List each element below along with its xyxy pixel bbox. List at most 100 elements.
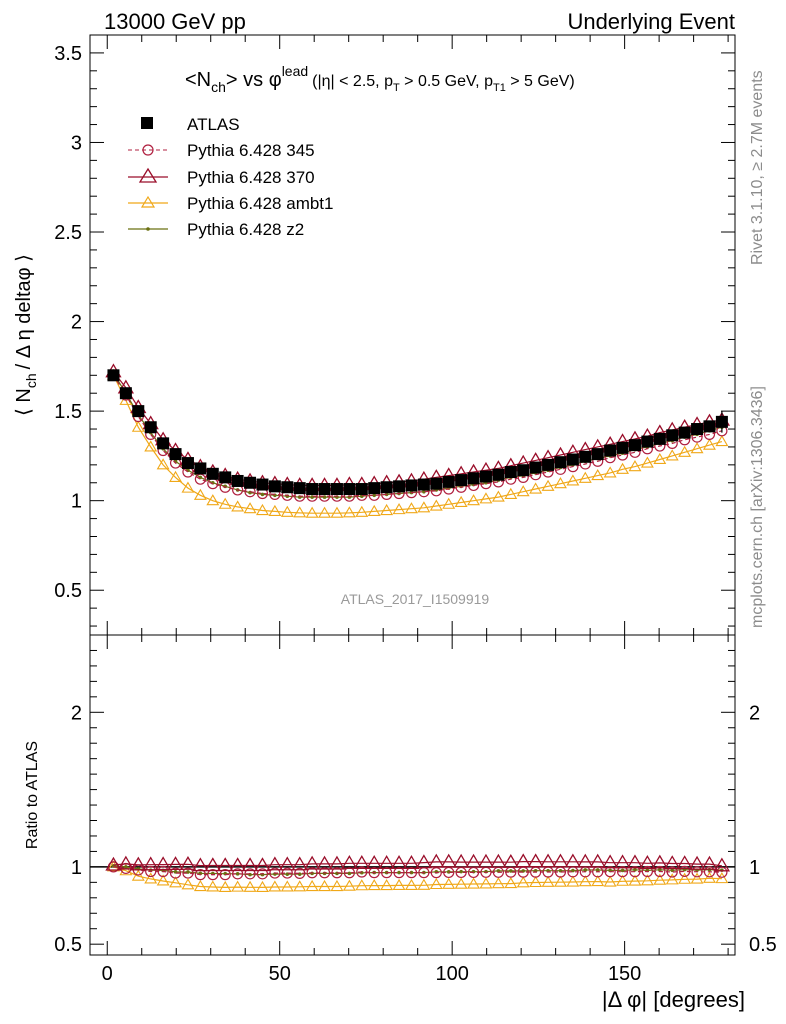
data-point-pythia-6-428-ambt1 bbox=[467, 494, 481, 506]
y-tick-label-main: 3 bbox=[71, 132, 82, 154]
data-point-pythia-6-428-ambt1 bbox=[628, 460, 642, 472]
y-tick-label-ratio-right: 2 bbox=[749, 702, 760, 724]
data-point-pythia-6-428-ambt1 bbox=[355, 505, 369, 517]
ratio-plot-area bbox=[90, 853, 735, 892]
ratio-point-pythia-6-428-370 bbox=[192, 857, 209, 872]
ratio-point-pythia-6-428-ambt1 bbox=[603, 875, 617, 887]
ratio-point-pythia-6-428-z2 bbox=[347, 871, 352, 876]
series-line-pythia-6-428-ambt1 bbox=[112, 375, 723, 514]
ratio-point-pythia-6-428-345 bbox=[331, 867, 343, 879]
legend-ambt1-label: Pythia 6.428 ambt1 bbox=[187, 194, 333, 213]
plot-title: <Nch> vs φlead(|η| < 2.5, pT > 0.5 GeV, … bbox=[185, 63, 575, 95]
data-point-pythia-6-428-ambt1 bbox=[256, 503, 269, 516]
ratio-point-pythia-6-428-370 bbox=[241, 857, 259, 872]
ratio-point-pythia-6-428-ambt1 bbox=[342, 879, 356, 891]
ratio-point-pythia-6-428-ambt1 bbox=[280, 880, 294, 892]
ratio-point-pythia-6-428-370 bbox=[688, 855, 706, 870]
ratio-point-pythia-6-428-345 bbox=[679, 865, 691, 877]
axes-group: 0.5 1 1.5 2 2.5 3 3.5 0.5 0.5 1 1 2 2 0 50 100 150 bbox=[54, 34, 777, 985]
ratio-point-pythia-6-428-370 bbox=[204, 857, 221, 872]
data-point-pythia-6-428-ambt1 bbox=[417, 501, 431, 513]
ratio-point-pythia-6-428-ambt1 bbox=[417, 878, 431, 890]
y-tick-label-main: 2 bbox=[71, 312, 82, 334]
ratio-point-pythia-6-428-370 bbox=[105, 856, 122, 871]
ratio-point-pythia-6-428-z2 bbox=[571, 868, 575, 873]
ratio-line-pythia-6-428-345 bbox=[113, 866, 722, 876]
data-point-atlas bbox=[194, 462, 207, 475]
ratio-point-pythia-6-428-z2 bbox=[509, 869, 513, 873]
x-axis-label: |Δ φ| [degrees] bbox=[602, 987, 745, 1012]
ratio-point-pythia-6-428-ambt1 bbox=[367, 878, 381, 891]
ratio-line-pythia-6-428-370 bbox=[113, 861, 722, 867]
data-point-pythia-6-428-ambt1 bbox=[144, 440, 158, 452]
data-point-pythia-6-428-ambt1 bbox=[342, 506, 356, 518]
legend-ambt1-marker bbox=[140, 195, 156, 208]
legend-345-label: Pythia 6.428 345 bbox=[187, 141, 315, 160]
ratio-point-pythia-6-428-ambt1 bbox=[318, 879, 331, 892]
data-point-atlas bbox=[368, 482, 381, 495]
ratio-point-pythia-6-428-370 bbox=[589, 853, 606, 868]
ratio-point-pythia-6-428-ambt1 bbox=[256, 880, 269, 892]
data-point-pythia-6-428-ambt1 bbox=[504, 487, 518, 499]
data-point-atlas bbox=[343, 483, 356, 496]
ratio-point-pythia-6-428-z2 bbox=[459, 869, 463, 874]
data-point-pythia-6-428-ambt1 bbox=[131, 420, 145, 432]
y-axis-label: ⟨ Nch / Δ η deltaφ ⟩ bbox=[13, 254, 39, 416]
ratio-point-pythia-6-428-ambt1 bbox=[467, 877, 481, 889]
title-main: <N bbox=[185, 69, 211, 91]
data-point-atlas bbox=[678, 426, 691, 439]
ratio-point-pythia-6-428-ambt1 bbox=[380, 878, 394, 891]
data-point-pythia-6-428-ambt1 bbox=[541, 479, 555, 491]
data-point-atlas bbox=[467, 472, 480, 485]
ratio-point-pythia-6-428-ambt1 bbox=[578, 875, 592, 887]
ratio-point-pythia-6-428-ambt1 bbox=[715, 872, 729, 884]
data-point-pythia-6-428-ambt1 bbox=[181, 481, 195, 493]
data-point-atlas bbox=[566, 453, 579, 466]
ratio-point-pythia-6-428-345 bbox=[182, 867, 194, 879]
ratio-point-pythia-6-428-370 bbox=[539, 853, 557, 868]
y-tick-label-ratio-right: 0.5 bbox=[749, 934, 777, 956]
data-point-pythia-6-428-ambt1 bbox=[380, 503, 394, 516]
ratio-point-pythia-6-428-ambt1 bbox=[131, 869, 145, 881]
ratio-point-pythia-6-428-370 bbox=[154, 856, 172, 871]
data-point-pythia-6-428-ambt1 bbox=[367, 504, 381, 516]
ratio-point-pythia-6-428-z2 bbox=[658, 868, 662, 872]
ratio-point-pythia-6-428-ambt1 bbox=[293, 880, 307, 892]
ylabel-b: / Δ η deltaφ ⟩ bbox=[13, 254, 35, 369]
data-point-atlas bbox=[430, 477, 443, 490]
data-point-atlas bbox=[144, 421, 157, 434]
ratio-point-pythia-6-428-345 bbox=[430, 867, 442, 879]
ratio-point-pythia-6-428-ambt1 bbox=[181, 878, 195, 890]
ratio-point-pythia-6-428-z2 bbox=[409, 870, 414, 875]
ylabel-sub: ch bbox=[23, 373, 39, 388]
ratio-point-pythia-6-428-370 bbox=[341, 855, 358, 869]
ratio-point-pythia-6-428-ambt1 bbox=[554, 875, 567, 887]
data-point-atlas bbox=[703, 420, 716, 433]
data-point-atlas bbox=[393, 480, 406, 493]
ratio-point-pythia-6-428-ambt1 bbox=[144, 872, 158, 884]
ratio-point-pythia-6-428-370 bbox=[316, 855, 333, 870]
ratio-point-pythia-6-428-z2 bbox=[397, 870, 401, 875]
ratio-point-pythia-6-428-370 bbox=[366, 855, 383, 869]
data-point-pythia-6-428-ambt1 bbox=[268, 504, 282, 516]
ratio-point-pythia-6-428-ambt1 bbox=[243, 880, 257, 892]
data-point-atlas bbox=[529, 461, 542, 474]
ratio-point-pythia-6-428-370 bbox=[378, 855, 395, 869]
ratio-point-pythia-6-428-345 bbox=[629, 866, 641, 878]
ratio-point-pythia-6-428-370 bbox=[626, 854, 644, 869]
ratio-point-pythia-6-428-ambt1 bbox=[119, 864, 133, 876]
data-point-pythia-6-428-ambt1 bbox=[715, 434, 729, 447]
data-point-pythia-6-428-ambt1 bbox=[392, 503, 406, 515]
ratio-point-pythia-6-428-370 bbox=[403, 855, 420, 869]
data-point-pythia-6-428-ambt1 bbox=[591, 468, 605, 481]
data-point-atlas bbox=[604, 444, 617, 457]
data-point-pythia-6-428-ambt1 bbox=[491, 490, 505, 502]
ratio-point-pythia-6-428-370 bbox=[639, 855, 656, 869]
data-point-pythia-6-428-ambt1 bbox=[566, 474, 580, 486]
ratio-point-pythia-6-428-370 bbox=[303, 855, 321, 870]
ratio-point-pythia-6-428-z2 bbox=[124, 865, 128, 869]
data-point-pythia-6-428-ambt1 bbox=[516, 485, 530, 497]
rivet-info: Rivet 3.1.10, ≥ 2.7M events bbox=[749, 70, 766, 265]
ratio-point-pythia-6-428-345 bbox=[244, 868, 256, 880]
